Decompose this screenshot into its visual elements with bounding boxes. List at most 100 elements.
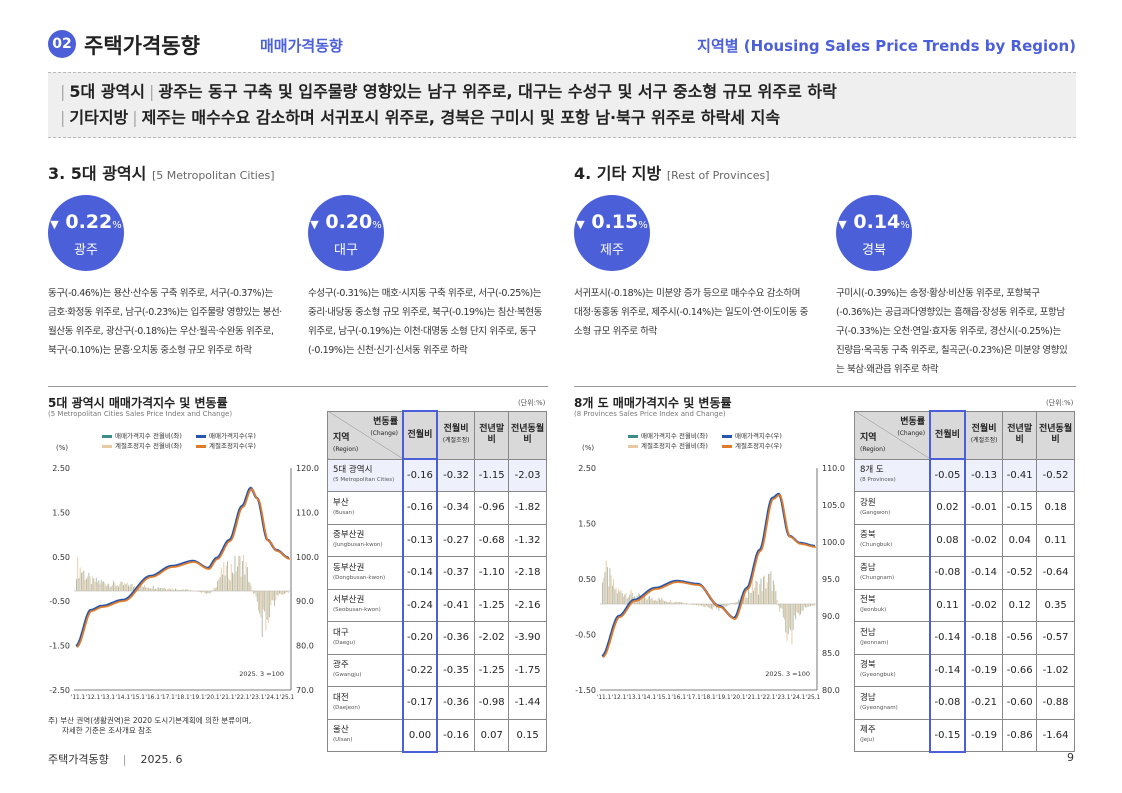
bar-mark: [188, 590, 190, 591]
bar-mark: [265, 591, 267, 631]
bar-mark: [277, 591, 279, 597]
bar-mark: [769, 573, 771, 604]
right-tick-label: 80.0: [296, 642, 314, 651]
value-cell: 0.35: [1036, 588, 1075, 622]
bar-mark: [275, 591, 277, 601]
bar-mark: [686, 603, 688, 604]
gyeongbuk-description: 구미시(-0.39%)는 송정·황상·비산동 위주로, 포항북구(-0.36%)…: [836, 288, 1068, 375]
bar-mark: [181, 589, 183, 591]
bar-mark: [255, 591, 257, 597]
bar-mark: [793, 604, 795, 616]
region-cell: 대구 (Daegu): [327, 621, 404, 655]
value-cell: -2.18: [508, 556, 547, 590]
bar-mark: [662, 600, 664, 604]
table-row: 중부산권 (Jungbusan-kwon) -0.13 -0.27 -0.68 -1.32: [327, 523, 547, 557]
bar-mark: [191, 590, 193, 591]
bar-mark: [199, 591, 201, 593]
bar-mark: [103, 581, 105, 591]
bar-mark: [254, 591, 256, 594]
bar-mark: [801, 604, 803, 612]
bar-mark: [677, 601, 679, 604]
right-data-table: 변동률 (Change) 지역 (Region) 전월비 전월비 (계절조정) 전년말…: [854, 410, 1075, 753]
x-tick-label: '21.1: [220, 695, 235, 701]
bar-mark: [670, 600, 672, 604]
bar-mark: [241, 561, 243, 591]
summary-line-1: | 5대 광역시 | 광주는 동구 구축 및 입주물량 영향있는 남구 위주로, 대구…: [60, 82, 837, 101]
bar-mark: [673, 602, 675, 604]
bar-mark: [618, 588, 619, 604]
x-tick-label: '16.1: [145, 695, 160, 701]
bar-mark: [251, 590, 253, 591]
bar-mark: [249, 582, 251, 591]
bar-mark: [811, 604, 813, 606]
bar-mark: [245, 562, 247, 591]
bar-mark: [746, 597, 748, 604]
bar-mark: [97, 582, 98, 591]
bar-mark: [264, 591, 266, 612]
right-unit-label: (단위:%): [1046, 399, 1074, 407]
bar-mark: [611, 585, 613, 604]
bar-mark: [795, 604, 797, 620]
right-index-chart: 매매가격지수 전월비(좌) 매매가격지수(우) 계절조정지수 전월비(좌) 계절조정지…: [575, 431, 845, 701]
value-cell: 0.04: [1002, 523, 1038, 557]
right-chart-title: 8개 도 매매가격지수 및 변동률: [574, 396, 732, 410]
value-cell: -1.15: [474, 458, 510, 492]
bar-mark: [805, 604, 806, 608]
left-tick-label: 2.50: [52, 464, 70, 473]
bar-mark: [651, 598, 653, 604]
legend-label: 계절조정지수(우): [209, 441, 256, 450]
bar-mark: [810, 604, 811, 607]
bar-mark: [777, 604, 779, 606]
table-corner-header: 변동률 (Change) 지역 (Region): [854, 410, 931, 460]
bar-mark: [106, 584, 108, 591]
bar-mark: [210, 591, 212, 592]
x-tick-label: '25.1: [280, 695, 295, 701]
bar-mark: [85, 578, 87, 591]
bar-mark: [232, 572, 233, 591]
x-tick-label: '24.1: [265, 695, 280, 701]
value-cell: -1.64: [1036, 718, 1075, 752]
bar-mark: [678, 602, 680, 604]
page-footer: 주택가격동향 | 2025. 6: [48, 753, 183, 766]
legend-swatch: [722, 435, 732, 438]
right-tick-label: 120.0: [296, 464, 319, 473]
x-tick-label: '13.1: [627, 695, 642, 701]
bar-mark: [238, 555, 240, 591]
table-row: 동부산권 (Dongbusan-kwon) -0.14 -0.37 -1.10 -2.18: [327, 556, 547, 590]
bar-mark: [786, 604, 788, 641]
bar-mark: [734, 602, 736, 604]
bar-mark: [738, 599, 740, 604]
region-cell: 제주 (Jeju): [854, 718, 931, 752]
bar-mark: [683, 603, 685, 604]
legend-swatch: [628, 435, 638, 438]
value-cell: -2.02: [474, 621, 510, 655]
legend-label: 매매가격지수(우): [735, 431, 782, 440]
bar-mark: [745, 597, 747, 604]
bar-mark: [753, 590, 754, 604]
bar-mark: [119, 584, 121, 591]
bar-mark: [266, 591, 268, 620]
bar-mark: [274, 591, 276, 606]
value-cell: -0.15: [1002, 491, 1038, 525]
bar-mark: [80, 572, 82, 591]
value-cell: -0.19: [964, 653, 1004, 687]
value-cell: -0.35: [436, 653, 476, 687]
bar-mark: [271, 591, 273, 601]
bar-mark: [223, 562, 225, 591]
sa-index-line: [76, 487, 290, 648]
value-cell: -0.21: [964, 686, 1004, 720]
bar-mark: [132, 586, 134, 591]
value-cell: 0.11: [929, 588, 966, 622]
sa-index-line: [602, 493, 816, 658]
bar-mark: [749, 592, 751, 604]
base-note: 2025. 3 =100: [765, 670, 810, 678]
bar-mark: [150, 588, 152, 591]
bar-mark: [204, 591, 206, 594]
bar-mark: [712, 604, 714, 610]
x-tick-label: '19.1: [190, 695, 205, 701]
bar-mark: [706, 604, 707, 606]
bar-mark: [76, 579, 77, 591]
table-header-row: 변동률 (Change) 지역 (Region) 전월비 전월비 (계절조정) 전년말…: [854, 410, 1075, 460]
bar-mark: [709, 604, 711, 609]
region-cell: 충북 (Chungbuk): [854, 523, 931, 557]
